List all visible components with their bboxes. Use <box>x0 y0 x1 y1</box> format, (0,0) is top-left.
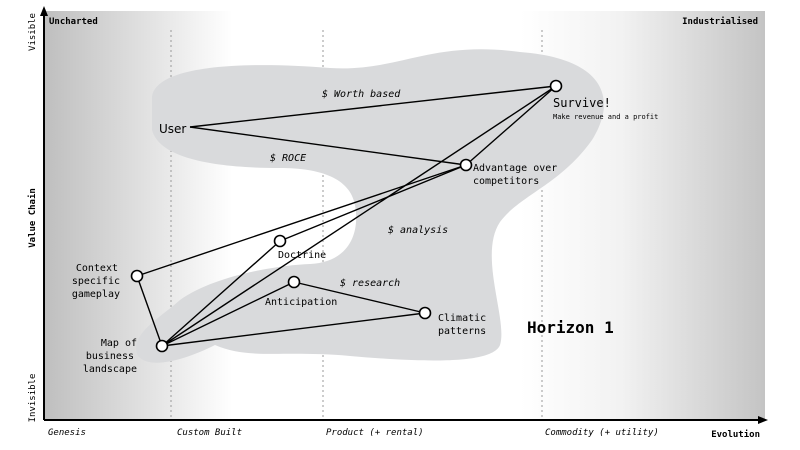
x-stage-genesis: Genesis <box>48 428 86 438</box>
label-climatic-1: Climatic <box>438 313 486 324</box>
label-user: User <box>159 122 186 136</box>
edge-survive-advantage <box>465 85 557 166</box>
edge-context-map <box>136 275 163 347</box>
edge-advantage-doctrine <box>279 164 467 242</box>
edge-label-analysis: $ analysis <box>388 225 448 236</box>
edge-map-anticipation <box>161 281 295 347</box>
x-axis-evolution: Evolution <box>711 429 760 440</box>
label-climatic-2: patterns <box>438 326 486 337</box>
horizon-label: Horizon 1 <box>527 318 614 337</box>
y-axis-invisible: Invisible <box>28 374 38 423</box>
node-climatic <box>418 306 432 320</box>
edge-advantage-context <box>136 164 467 277</box>
node-map <box>155 339 169 353</box>
y-axis-visible: Visible <box>28 13 38 51</box>
corner-industrialised: Industrialised <box>682 16 758 27</box>
corner-uncharted: Uncharted <box>49 17 98 27</box>
edges <box>136 85 557 347</box>
label-context-3: gameplay <box>72 289 120 300</box>
edge-label-roce: $ ROCE <box>270 153 306 164</box>
label-context-2: specific <box>72 276 120 287</box>
edge-user-advantage <box>189 126 467 166</box>
x-stage-product: Product (+ rental) <box>326 428 424 438</box>
nodes <box>130 79 563 353</box>
label-map-3: landscape <box>83 364 137 375</box>
edge-map-doctrine <box>161 240 281 347</box>
x-axis-arrow-icon <box>758 416 768 424</box>
axes <box>43 14 760 421</box>
node-advantage <box>459 158 473 172</box>
label-survive: Survive! <box>553 96 611 110</box>
label-advantage-2: competitors <box>473 176 539 187</box>
label-survive-sub: Make revenue and a profit <box>553 113 658 121</box>
label-doctrine: Doctrine <box>278 250 326 261</box>
edge-map-climatic <box>161 312 426 347</box>
y-axis-arrow-icon <box>40 6 48 16</box>
x-stage-custom-built: Custom Built <box>177 428 242 438</box>
node-anticipation <box>287 275 301 289</box>
label-map-2: business <box>86 351 134 362</box>
edge-user-survive <box>189 85 557 128</box>
edge-survive-map <box>161 85 557 347</box>
label-context-1: Context <box>76 263 118 274</box>
node-survive <box>549 79 563 93</box>
node-context <box>130 269 144 283</box>
edge-label-research: $ research <box>340 278 400 289</box>
label-anticipation: Anticipation <box>265 297 337 308</box>
edge-label-worth: $ Worth based <box>322 89 401 100</box>
y-axis-value-chain: Value Chain <box>27 188 38 248</box>
node-doctrine <box>273 234 287 248</box>
horizon-1-region <box>136 49 604 363</box>
label-map-1: Map of <box>101 338 137 349</box>
x-stage-commodity: Commodity (+ utility) <box>545 428 659 438</box>
label-advantage-1: Advantage over <box>473 163 557 174</box>
edge-anticipation-climatic <box>293 281 426 314</box>
